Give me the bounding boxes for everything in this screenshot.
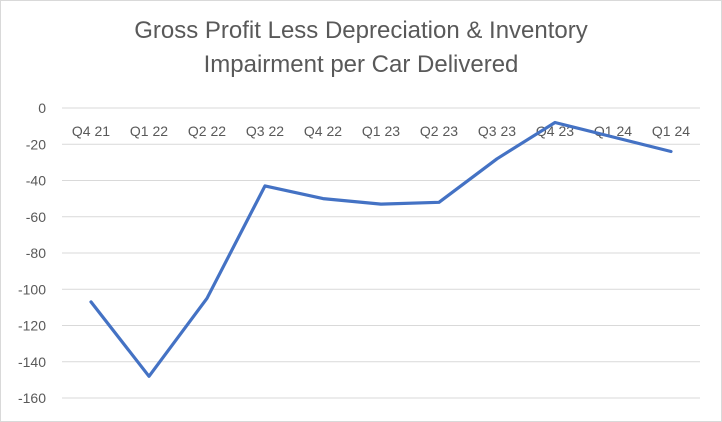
x-tick-label: Q2 23 [420,123,458,139]
chart-title-line1: Gross Profit Less Depreciation & Invento… [134,17,588,44]
x-tick-label: Q1 24 [652,123,690,139]
x-tick-label: Q1 22 [130,123,168,139]
x-tick-label: Q4 21 [72,123,110,139]
y-tick-label: -100 [18,281,46,297]
x-tick-label: Q1 23 [362,123,400,139]
series-line [89,120,673,378]
y-tick-label: -40 [26,173,46,189]
x-tick-label: Q3 22 [246,123,284,139]
y-tick-label: 0 [38,100,46,116]
y-tick-label: -60 [26,209,46,225]
y-tick-label: -20 [26,136,46,152]
x-tick-label: Q3 23 [478,123,516,139]
x-tick-label: Q4 22 [304,123,342,139]
y-tick-label: -120 [18,318,46,334]
chart-title: Gross Profit Less Depreciation & Invento… [0,14,722,82]
y-tick-label: -160 [18,390,46,406]
chart-title-line2: Impairment per Car Delivered [203,51,519,78]
x-tick-label: Q2 22 [188,123,226,139]
y-tick-label: -140 [18,354,46,370]
y-tick-label: -80 [26,245,46,261]
